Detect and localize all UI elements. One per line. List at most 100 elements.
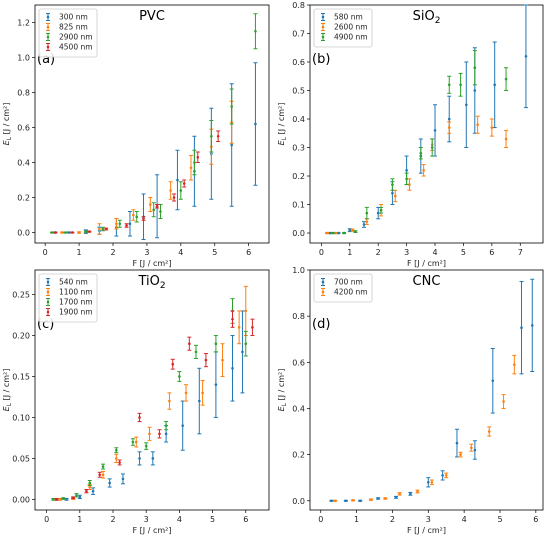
marker	[231, 366, 234, 370]
data-point	[330, 231, 335, 235]
x-axis-label: F [J / cm²]	[407, 526, 446, 535]
marker	[441, 474, 444, 477]
data-point	[408, 491, 413, 496]
marker	[376, 211, 380, 215]
marker	[351, 228, 354, 232]
legend-label: 825 nm	[59, 23, 88, 32]
data-point	[180, 400, 185, 451]
x-tick-label: 5	[497, 515, 502, 524]
x-tick-label: 4	[177, 515, 182, 524]
marker	[148, 432, 151, 436]
panel-title: PVC	[139, 9, 165, 24]
marker	[197, 399, 201, 403]
data-point	[351, 499, 356, 502]
data-point	[177, 371, 182, 382]
data-point	[458, 451, 463, 458]
marker	[64, 231, 67, 234]
marker	[230, 143, 233, 147]
x-tick-label: 3	[426, 515, 431, 524]
x-tick-label: 3	[404, 248, 409, 257]
legend-box	[313, 8, 373, 48]
marker	[376, 497, 380, 500]
data-point	[343, 499, 348, 503]
data-point	[243, 330, 248, 357]
y-axis-label-sub: L	[281, 402, 288, 406]
marker	[194, 350, 198, 354]
series-700-nm	[329, 278, 535, 503]
marker	[84, 230, 88, 233]
data-point	[60, 231, 65, 234]
marker	[214, 342, 218, 346]
data-point	[114, 453, 119, 463]
data-point	[164, 421, 169, 431]
marker	[473, 66, 477, 70]
marker	[490, 126, 494, 129]
marker	[487, 430, 491, 433]
data-point	[390, 178, 395, 191]
marker	[513, 363, 516, 366]
marker	[132, 213, 135, 217]
y-tick-label: 0.8	[292, 312, 305, 321]
data-point	[77, 231, 82, 234]
data-point	[394, 495, 399, 499]
marker	[433, 129, 437, 132]
data-point	[63, 231, 68, 234]
marker	[231, 317, 234, 321]
data-point	[148, 197, 153, 212]
data-point	[141, 216, 146, 221]
data-point	[157, 429, 162, 439]
marker	[491, 379, 495, 383]
series-4500-nm	[53, 130, 221, 234]
marker	[342, 231, 346, 235]
data-point	[114, 447, 119, 454]
series-2900-nm	[49, 13, 258, 234]
y-tick-label: 0.2	[292, 451, 305, 460]
data-point	[447, 75, 452, 94]
marker	[189, 166, 193, 170]
data-point	[472, 440, 477, 460]
y-tick-label: 0.4	[292, 404, 305, 413]
data-point	[107, 478, 112, 488]
data-point	[407, 178, 412, 191]
marker	[60, 231, 64, 234]
data-point	[447, 95, 452, 143]
marker	[164, 432, 168, 436]
marker	[142, 217, 145, 220]
y-tick-label: 0.8	[17, 89, 30, 98]
marker	[65, 498, 68, 501]
data-point	[421, 164, 426, 177]
legend-label: 4900 nm	[334, 33, 368, 42]
data-point	[490, 347, 495, 414]
marker	[176, 178, 179, 182]
marker	[168, 399, 171, 403]
legend-entry: 1700 nm	[46, 298, 93, 307]
data-point	[184, 384, 189, 402]
series-4900-nm	[330, 50, 509, 235]
x-tick-label: 3	[144, 515, 149, 524]
y-axis-label-sub: L	[6, 402, 13, 406]
data-point	[70, 231, 75, 234]
marker	[115, 222, 118, 226]
marker	[171, 362, 175, 366]
legend-marker	[46, 45, 50, 49]
marker	[502, 400, 505, 403]
x-tick-label: 0	[43, 248, 48, 257]
y-tick-label: 1.0	[17, 54, 30, 63]
data-point	[368, 498, 373, 501]
marker	[85, 489, 88, 493]
marker	[391, 191, 394, 195]
y-axis-label-sub: L	[6, 136, 13, 140]
y-tick-label: 0.1	[292, 201, 305, 210]
y-tick-label: 0.00	[12, 495, 30, 504]
marker	[530, 324, 534, 327]
marker	[155, 204, 159, 208]
y-tick-label: 0.10	[12, 413, 30, 422]
x-tick-label: 1	[77, 515, 82, 524]
y-axis-label-sub: L	[281, 136, 288, 140]
marker	[405, 169, 408, 172]
series-1900-nm	[54, 310, 255, 501]
data-point	[504, 129, 509, 149]
data-point	[383, 497, 388, 500]
x-tick-label: 2	[376, 248, 381, 257]
x-tick-label: 4	[462, 515, 467, 524]
